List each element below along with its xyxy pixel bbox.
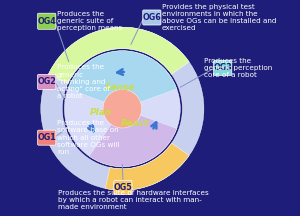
Wedge shape	[48, 27, 189, 83]
Text: Produces the
generic suite of
perception means: Produces the generic suite of perception…	[57, 11, 122, 31]
Wedge shape	[41, 27, 204, 190]
Text: Sense: Sense	[105, 83, 136, 92]
FancyBboxPatch shape	[38, 130, 56, 145]
FancyBboxPatch shape	[38, 13, 56, 29]
FancyBboxPatch shape	[38, 74, 56, 89]
Text: OG1: OG1	[37, 133, 56, 142]
Text: Produces the
generic perception
core of a robot: Produces the generic perception core of …	[204, 58, 272, 78]
Circle shape	[64, 51, 180, 167]
Text: OG3: OG3	[213, 64, 232, 72]
Circle shape	[103, 89, 142, 128]
Wedge shape	[105, 143, 189, 190]
Text: Produces the
software base on
which all other
software OGs will
run: Produces the software base on which all …	[57, 120, 119, 155]
Text: React: React	[121, 119, 149, 128]
Wedge shape	[89, 109, 177, 167]
FancyBboxPatch shape	[143, 10, 161, 25]
Text: OG4: OG4	[37, 17, 56, 26]
FancyBboxPatch shape	[214, 60, 232, 75]
Text: Plan: Plan	[90, 108, 112, 118]
Text: OG5: OG5	[113, 183, 132, 192]
Text: OG2: OG2	[37, 77, 56, 86]
Text: Provides the physical test
environments in which the
above OGs can be installed : Provides the physical test environments …	[162, 4, 277, 31]
Text: OG6: OG6	[142, 13, 161, 22]
FancyBboxPatch shape	[114, 181, 132, 195]
Text: Produces the
generic
"thinking and
acting" core of
a robot: Produces the generic "thinking and actin…	[57, 64, 110, 99]
Wedge shape	[68, 51, 177, 109]
Text: Produces the suite of hardware interfaces
by which a robot can interact with man: Produces the suite of hardware interface…	[58, 190, 209, 210]
